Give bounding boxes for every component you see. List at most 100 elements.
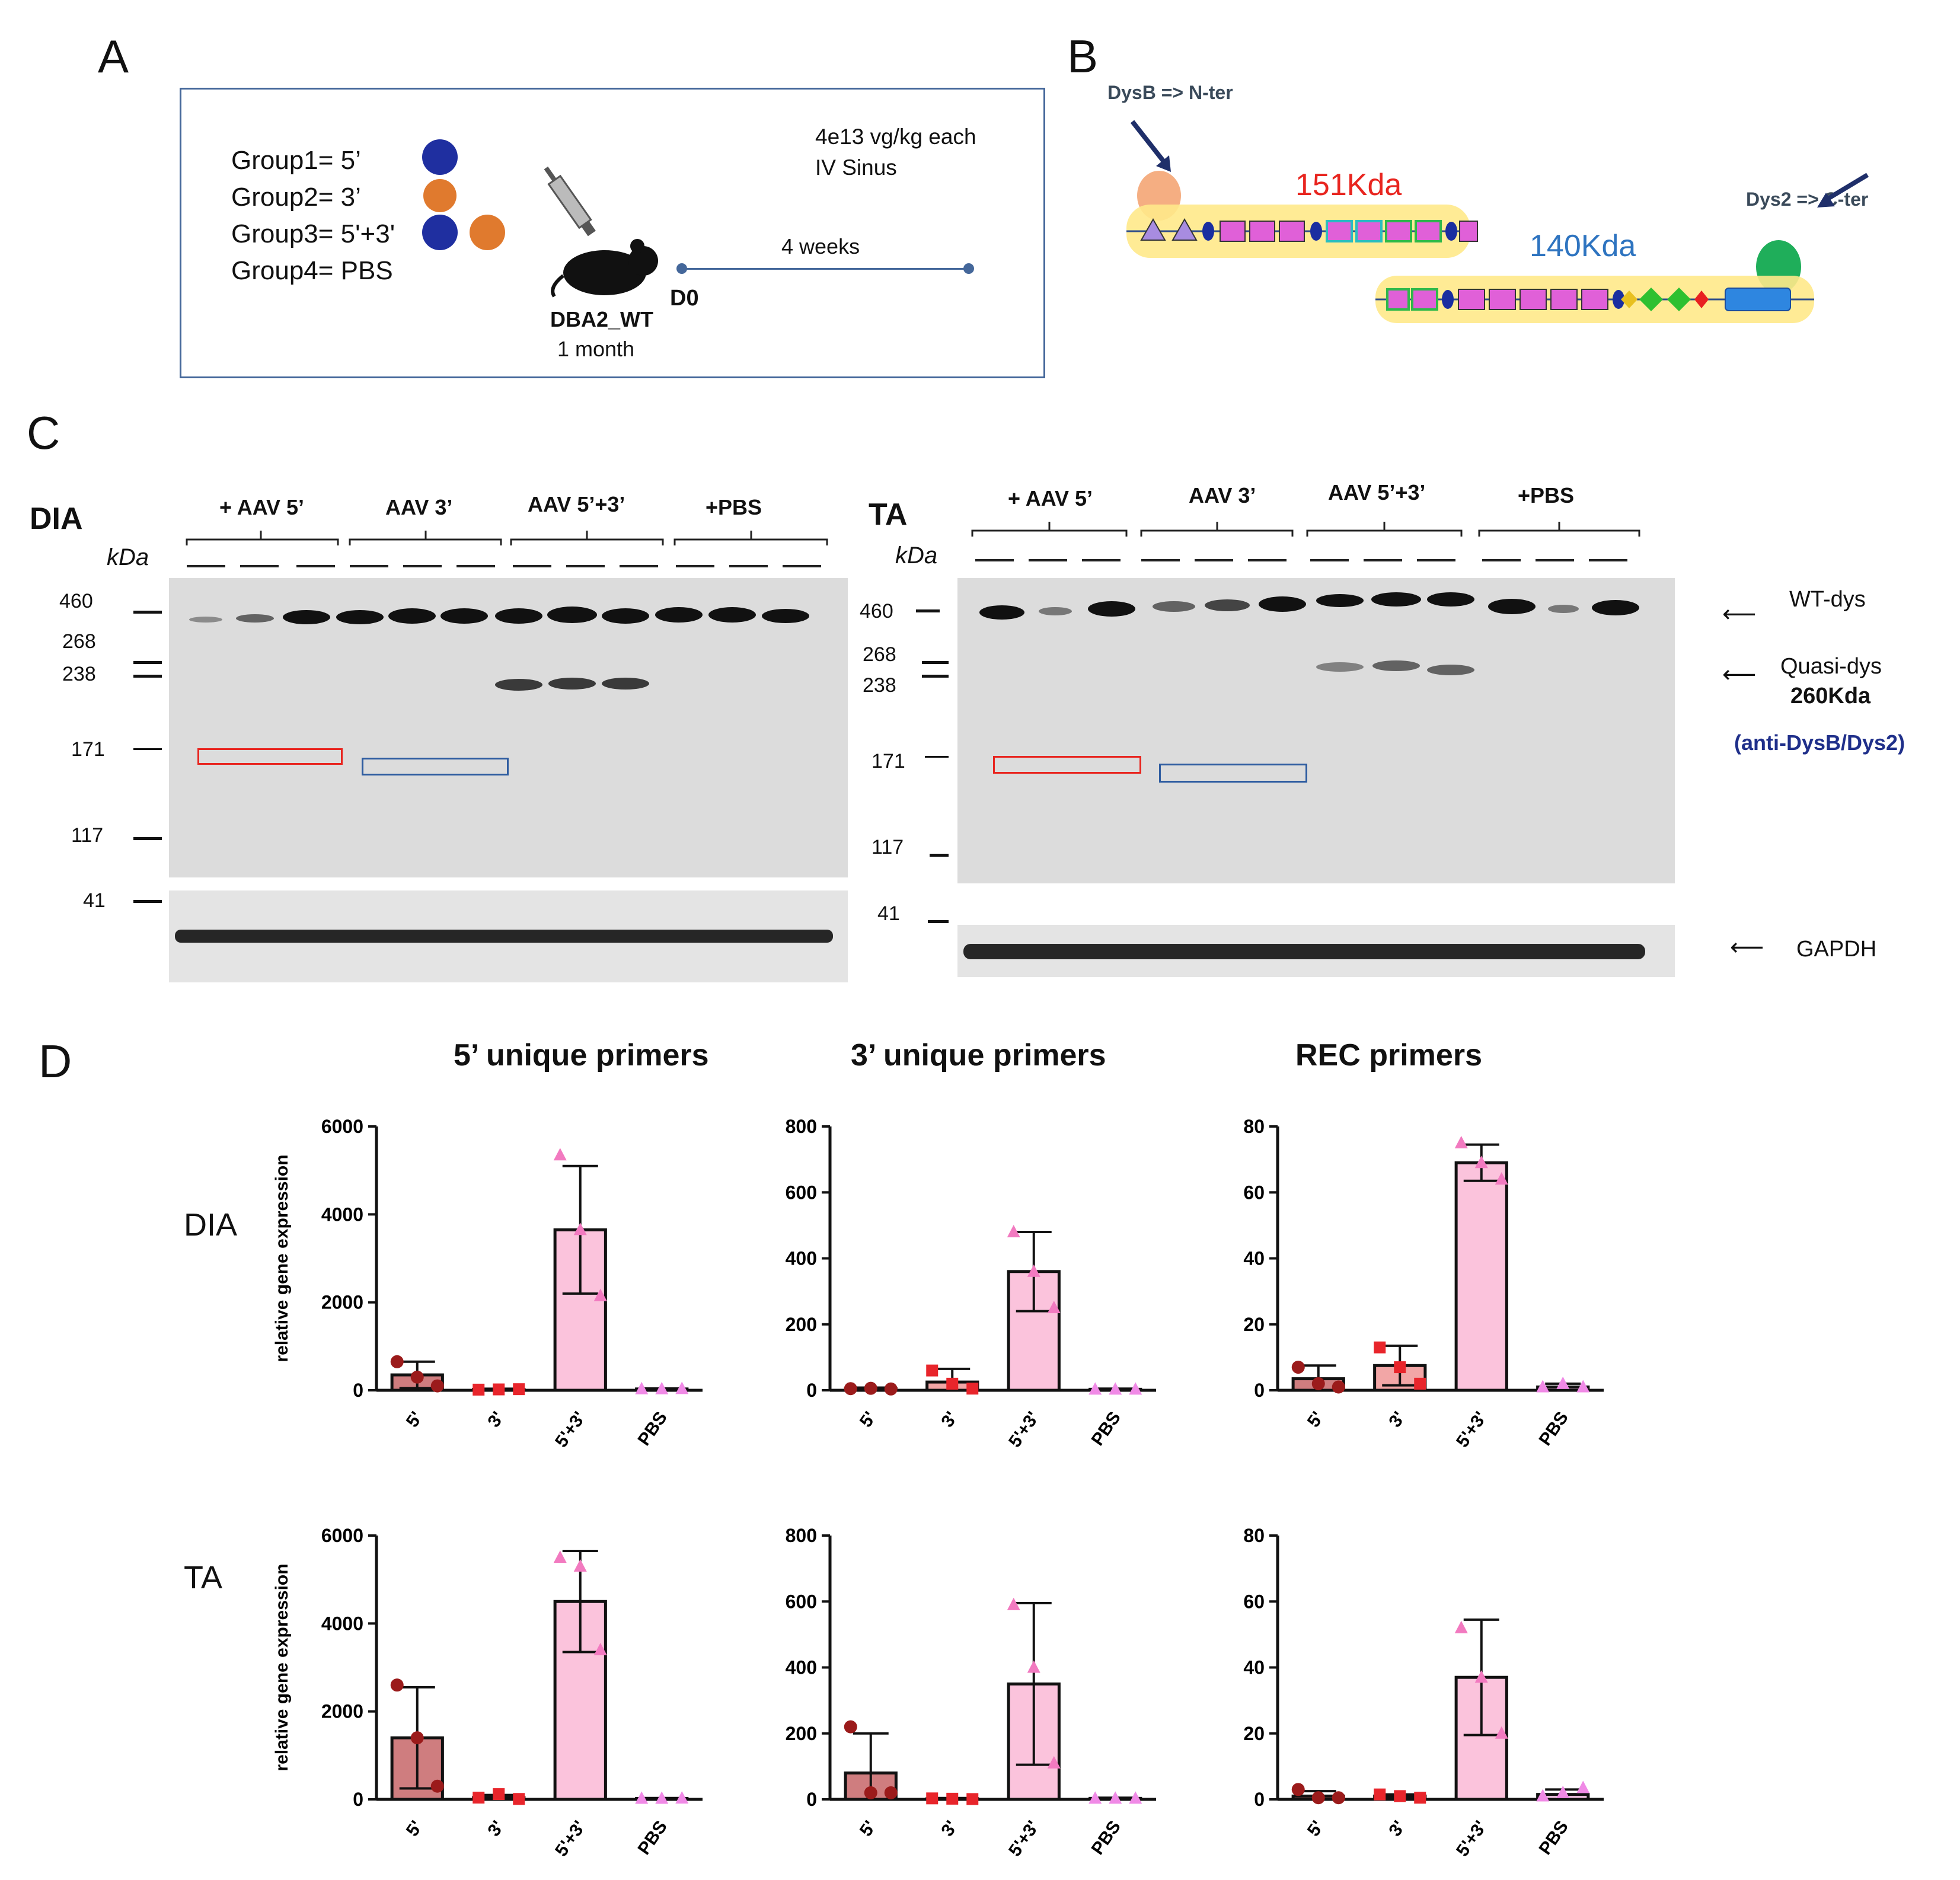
wt-dys-arrow-icon: ⟵ <box>1722 601 1757 627</box>
antibody-label: (anti-DysB/Dys2) <box>1734 730 1905 755</box>
y-tick-label: 0 <box>806 1380 817 1401</box>
ta-marker-460: 460 <box>860 600 893 623</box>
size-140-label: 140Kda <box>1530 229 1636 263</box>
panel-a-letter: A <box>98 30 129 82</box>
gapdh-arrow-icon: ⟵ <box>1730 934 1764 960</box>
ta-marker-268: 268 <box>863 643 896 666</box>
x-tick-label: PBS <box>634 1817 671 1858</box>
col-title-3prime: 3’ unique primers <box>851 1038 1106 1073</box>
ta-kda-label: kDa <box>895 542 938 569</box>
y-tick-label: 40 <box>1243 1248 1265 1269</box>
panel-b-letter: B <box>1067 30 1099 82</box>
x-tick-label: 3' <box>937 1408 962 1431</box>
y-tick-label: 60 <box>1243 1182 1265 1203</box>
y-tick-label: 6000 <box>321 1116 363 1137</box>
dia-blot-title: DIA <box>30 502 83 536</box>
x-tick-label: 3' <box>1385 1408 1409 1431</box>
ta-group-label-2: AAV 3’ <box>1189 483 1256 507</box>
gapdh-label: GAPDH <box>1796 937 1877 962</box>
data-point <box>1109 1382 1122 1395</box>
data-point <box>1556 1376 1570 1389</box>
data-point <box>675 1381 689 1394</box>
data-point <box>1394 1790 1406 1802</box>
dia-marker-268: 268 <box>62 630 96 653</box>
dia-marker-41: 41 <box>83 889 106 912</box>
data-point <box>844 1382 857 1396</box>
timeline-line <box>682 268 969 270</box>
x-tick-label: 5' <box>1304 1817 1328 1840</box>
data-point <box>675 1791 689 1804</box>
ta-tick-41 <box>928 920 949 923</box>
dia-marker-460: 460 <box>59 590 93 612</box>
x-tick-label: 5'+3' <box>1453 1408 1490 1451</box>
ta-blot-title: TA <box>869 497 908 532</box>
data-point <box>966 1383 979 1395</box>
x-tick-label: 5' <box>403 1408 427 1431</box>
data-point <box>553 1148 567 1161</box>
data-point <box>1495 1172 1508 1185</box>
y-tick-label: 600 <box>786 1591 817 1612</box>
data-point <box>1047 1755 1061 1769</box>
group-list: Group1= 5’ Group2= 3’ Group3= 5'+3' Grou… <box>231 142 395 289</box>
ta-tick-460 <box>916 609 940 612</box>
data-point <box>513 1383 525 1396</box>
y-tick-label: 2000 <box>321 1701 363 1722</box>
data-point <box>1536 1789 1550 1802</box>
dia-tick-268 <box>133 661 162 664</box>
day0-label: D0 <box>670 286 699 311</box>
col-title-5prime: 5’ unique primers <box>454 1038 709 1073</box>
dys2-arrow-icon <box>1821 173 1869 204</box>
x-tick-label: 5' <box>1304 1408 1328 1431</box>
data-point <box>390 1678 404 1692</box>
x-tick-label: 5' <box>856 1408 880 1431</box>
data-point <box>573 1223 587 1236</box>
col-title-rec: REC primers <box>1295 1038 1482 1073</box>
group-1-label: Group1= 5’ <box>231 146 361 175</box>
data-point <box>1047 1300 1061 1313</box>
group-3-label: Group3= 5'+3' <box>231 219 395 248</box>
data-point <box>553 1550 567 1563</box>
dia-marker-238: 238 <box>62 663 96 685</box>
dose-line-1: 4e13 vg/kg each <box>815 125 976 149</box>
data-point <box>844 1720 857 1734</box>
ta-group-label-4: +PBS <box>1518 483 1575 507</box>
data-point <box>1291 1361 1305 1374</box>
dysb-arrow-icon <box>1130 120 1167 165</box>
data-point <box>1291 1783 1305 1796</box>
aav5-capsid-icon-2 <box>422 215 458 250</box>
y-tick-label: 0 <box>806 1789 817 1810</box>
panel-c-letter: C <box>27 407 60 459</box>
dia-gel-bands <box>189 607 809 691</box>
duration-label: 4 weeks <box>781 234 860 258</box>
data-point <box>1311 1377 1325 1390</box>
dia-marker-117: 117 <box>71 824 104 847</box>
data-point <box>1374 1341 1386 1354</box>
data-point <box>473 1792 485 1804</box>
y-tick-label: 400 <box>786 1248 817 1269</box>
data-point <box>884 1786 898 1799</box>
ta-tick-268 <box>922 661 949 664</box>
ta-marker-41: 41 <box>877 902 900 925</box>
data-point <box>1027 1264 1040 1277</box>
data-point <box>513 1793 525 1805</box>
data-point <box>1414 1377 1426 1390</box>
data-point <box>1129 1791 1142 1804</box>
y-tick-label: 80 <box>1243 1525 1265 1546</box>
timeline-end-dot <box>963 263 974 274</box>
top-domains <box>1140 218 1478 242</box>
dia-group-label-2: AAV 3’ <box>385 495 453 519</box>
x-tick-label: PBS <box>1088 1817 1125 1858</box>
ta-gapdh-band <box>963 944 1645 959</box>
data-point <box>635 1791 649 1804</box>
data-point <box>655 1381 669 1394</box>
y-tick-label: 200 <box>786 1723 817 1744</box>
bottom-domains <box>1386 288 1791 311</box>
data-point <box>1332 1380 1345 1394</box>
data-point <box>1576 1380 1590 1393</box>
y-axis-label: relative gene expression <box>272 1154 292 1362</box>
data-point <box>1536 1380 1550 1393</box>
data-point <box>1454 1135 1468 1148</box>
dose-line-2: IV Sinus <box>815 155 897 180</box>
y-tick-label: 400 <box>786 1657 817 1678</box>
ta-lane-brackets <box>971 522 1640 561</box>
